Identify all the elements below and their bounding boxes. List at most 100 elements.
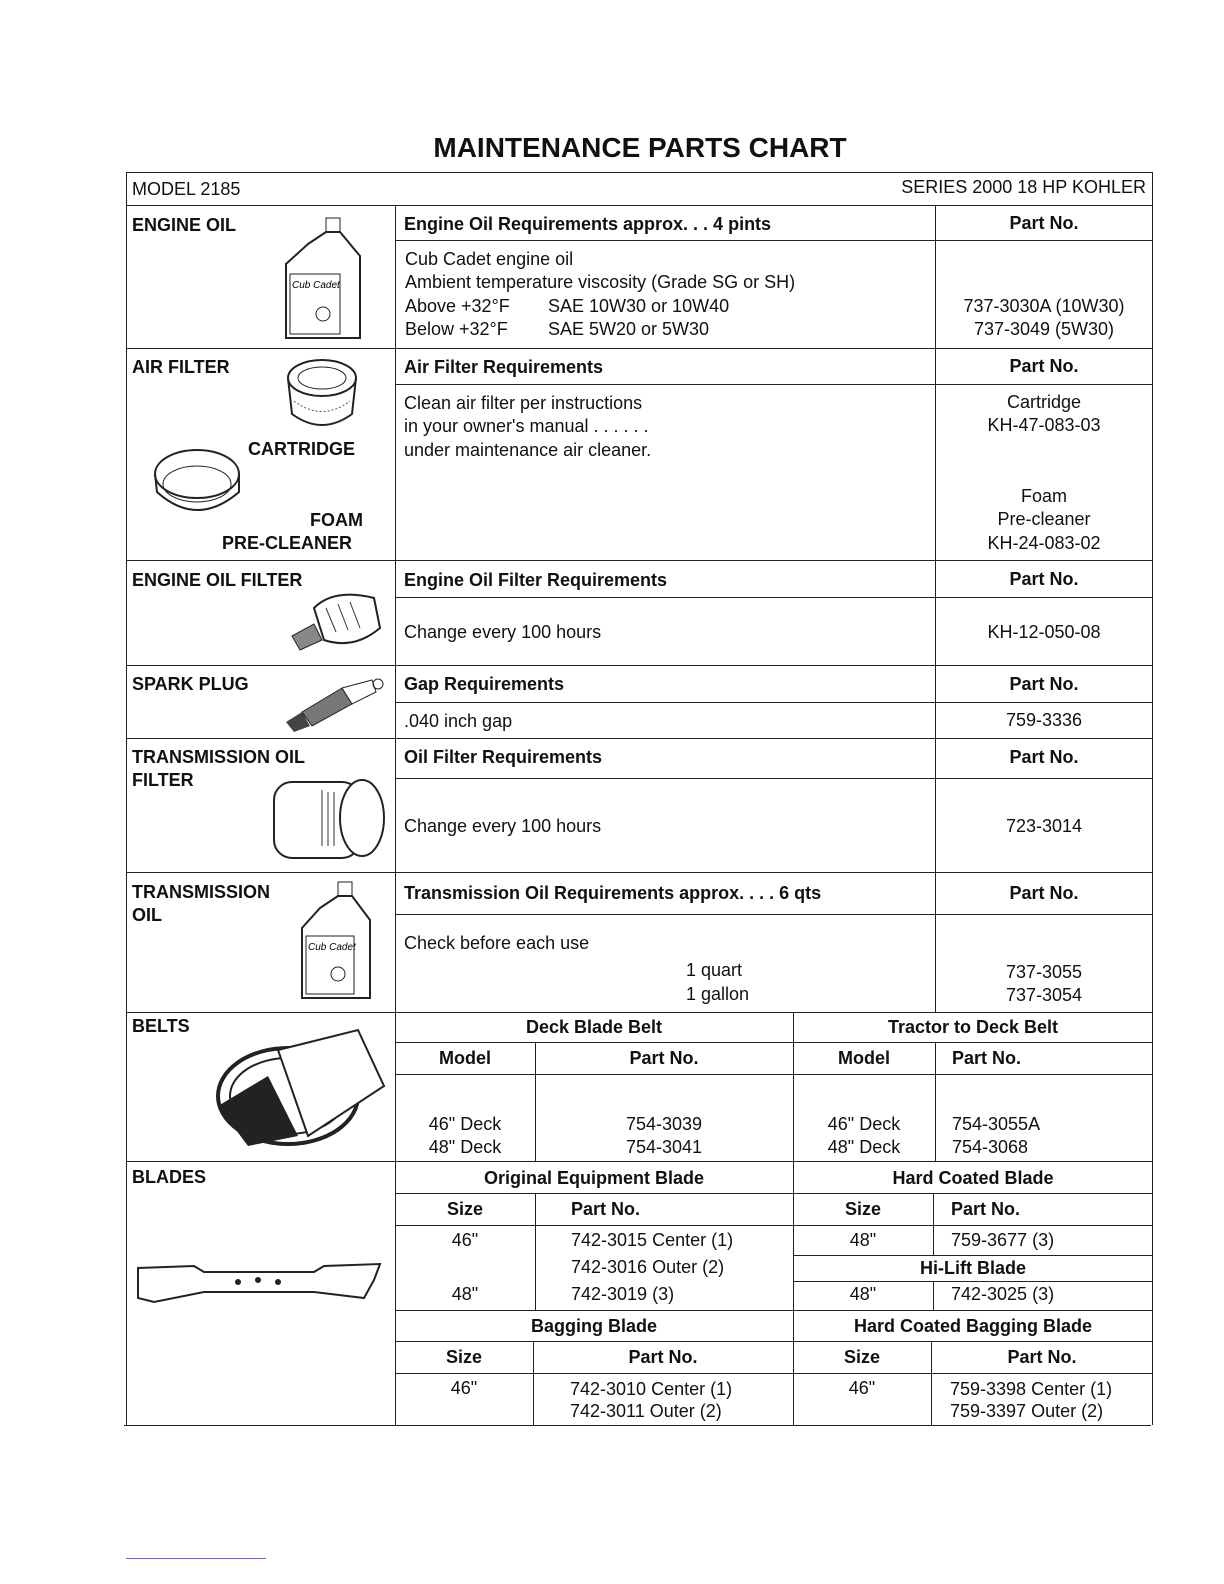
table-rule — [126, 172, 127, 1425]
table-rule — [395, 1225, 1153, 1226]
transmission-oil-label: OIL — [132, 905, 162, 925]
part-number: 737-3030A (10W30) — [963, 296, 1125, 316]
table-rule — [395, 1341, 1153, 1342]
hard-coated-bagging-blade-header: Hard Coated Bagging Blade — [853, 1316, 1093, 1336]
size-header: Size — [843, 1347, 881, 1367]
belt-model: 48" Deck — [428, 1137, 502, 1157]
oil-bottle-icon: Cub Cadet — [301, 881, 371, 999]
table-rule — [533, 1341, 534, 1425]
table-rule — [395, 1373, 1153, 1374]
table-rule — [395, 1042, 1153, 1043]
table-rule — [933, 1193, 934, 1255]
table-rule — [535, 1193, 536, 1310]
blade-size: 46" — [451, 1230, 479, 1250]
table-rule — [933, 1281, 934, 1310]
transmission-oil-filter-label: TRANSMISSION OIL — [132, 747, 306, 767]
part-number: 742-3011 Outer (2) — [570, 1401, 722, 1421]
part-number: 754-3039 — [625, 1114, 703, 1134]
part-number: 742-3019 (3) — [571, 1284, 675, 1304]
part-no-header: Part No. — [1009, 747, 1079, 767]
belt-model: 46" Deck — [428, 1114, 502, 1134]
engine-oil-header: Engine Oil Requirements approx. . . 4 pi… — [404, 214, 772, 234]
mower-blade-icon — [137, 1262, 382, 1304]
model-label: MODEL 2185 — [132, 179, 241, 199]
part-no-header: Part No. — [1009, 569, 1079, 589]
air-filter-line: under maintenance air cleaner. — [404, 440, 652, 460]
svg-text:Cub Cadet: Cub Cadet — [292, 280, 341, 291]
blade-size: 46" — [450, 1378, 478, 1398]
hard-coated-blade-header: Hard Coated Blade — [892, 1168, 1054, 1188]
part-no-header: Part No. — [628, 1347, 698, 1367]
transmission-oil-filter-icon — [273, 779, 385, 859]
table-rule — [535, 1042, 536, 1161]
hi-lift-blade-header: Hi-Lift Blade — [920, 1258, 1026, 1278]
precleaner-label: PRE-CLEANER — [222, 533, 353, 553]
table-rule — [935, 1042, 936, 1161]
svg-text:Cub Cadet: Cub Cadet — [308, 942, 357, 953]
oil-filter-text: Change every 100 hours — [404, 816, 602, 836]
table-rule — [395, 240, 1153, 241]
transmission-oil-label: TRANSMISSION — [132, 882, 271, 902]
part-no-header: Part No. — [951, 1199, 1021, 1219]
part-number: Pre-cleaner — [997, 509, 1091, 529]
table-rule — [126, 1012, 1153, 1013]
table-rule — [395, 1193, 1153, 1194]
part-no-header: Part No. — [629, 1048, 699, 1068]
air-filter-cartridge-icon — [287, 359, 357, 426]
blade-size: 46" — [848, 1378, 876, 1398]
table-rule — [126, 1161, 1153, 1162]
air-filter-header: Air Filter Requirements — [404, 357, 604, 377]
table-rule — [126, 560, 1153, 561]
size-label: 1 gallon — [686, 984, 750, 1004]
spark-plug-icon — [286, 678, 384, 732]
table-rule — [126, 738, 1153, 739]
transmission-oil-header: Transmission Oil Requirements approx. . … — [404, 883, 822, 903]
series-label: SERIES 2000 18 HP KOHLER — [901, 177, 1146, 197]
page-title: MAINTENANCE PARTS CHART — [433, 132, 847, 163]
engine-oil-filter-label: ENGINE OIL FILTER — [132, 570, 303, 590]
part-number: KH-24-083-02 — [987, 533, 1101, 553]
part-no-header: Part No. — [1009, 213, 1079, 233]
part-no-header: Part No. — [1007, 1347, 1077, 1367]
table-rule — [126, 205, 1153, 206]
engine-oil-line: Ambient temperature viscosity (Grade SG … — [405, 272, 796, 292]
table-rule — [395, 1074, 1153, 1075]
engine-oil-line: SAE 10W30 or 10W40 — [548, 296, 730, 316]
air-filter-label: AIR FILTER — [132, 357, 230, 377]
table-rule — [126, 348, 1153, 349]
engine-oil-filter-header: Engine Oil Filter Requirements — [404, 570, 668, 590]
table-rule — [793, 1255, 1153, 1256]
part-number: 737-3055 — [1005, 962, 1083, 982]
engine-oil-label: ENGINE OIL — [132, 215, 237, 235]
table-rule — [395, 778, 1153, 779]
size-label: 1 quart — [686, 960, 743, 980]
transmission-oil-filter-label: FILTER — [132, 770, 194, 790]
oil-bottle-icon: Cub Cadet — [285, 217, 361, 339]
belts-label: BELTS — [132, 1016, 190, 1036]
size-header: Size — [446, 1199, 484, 1219]
belt-model: 48" Deck — [827, 1137, 901, 1157]
part-number: 759-3397 Outer (2) — [950, 1401, 1104, 1421]
belt-icon — [216, 1028, 386, 1146]
cartridge-label: CARTRIDGE — [248, 439, 355, 459]
model-header: Model — [439, 1048, 491, 1068]
part-no-header: Part No. — [1009, 674, 1079, 694]
engine-oil-filter-text: Change every 100 hours — [404, 622, 602, 642]
tractor-to-deck-belt-header: Tractor to Deck Belt — [887, 1017, 1059, 1037]
part-no-header: Part No. — [952, 1048, 1022, 1068]
table-rule — [395, 914, 1153, 915]
table-rule — [395, 384, 1153, 385]
part-number: 754-3055A — [952, 1114, 1041, 1134]
part-number: 742-3015 Center (1) — [571, 1230, 734, 1250]
model-header: Model — [838, 1048, 890, 1068]
bagging-blade-header: Bagging Blade — [530, 1316, 657, 1336]
engine-oil-line: Cub Cadet engine oil — [405, 249, 574, 269]
size-header: Size — [844, 1199, 882, 1219]
blade-size: 48" — [849, 1230, 877, 1250]
part-number: 737-3049 (5W30) — [973, 319, 1115, 339]
part-number: 754-3041 — [625, 1137, 703, 1157]
air-filter-line: Clean air filter per instructions — [404, 393, 643, 413]
table-rule — [395, 1310, 1153, 1311]
spark-plug-label: SPARK PLUG — [132, 674, 249, 694]
